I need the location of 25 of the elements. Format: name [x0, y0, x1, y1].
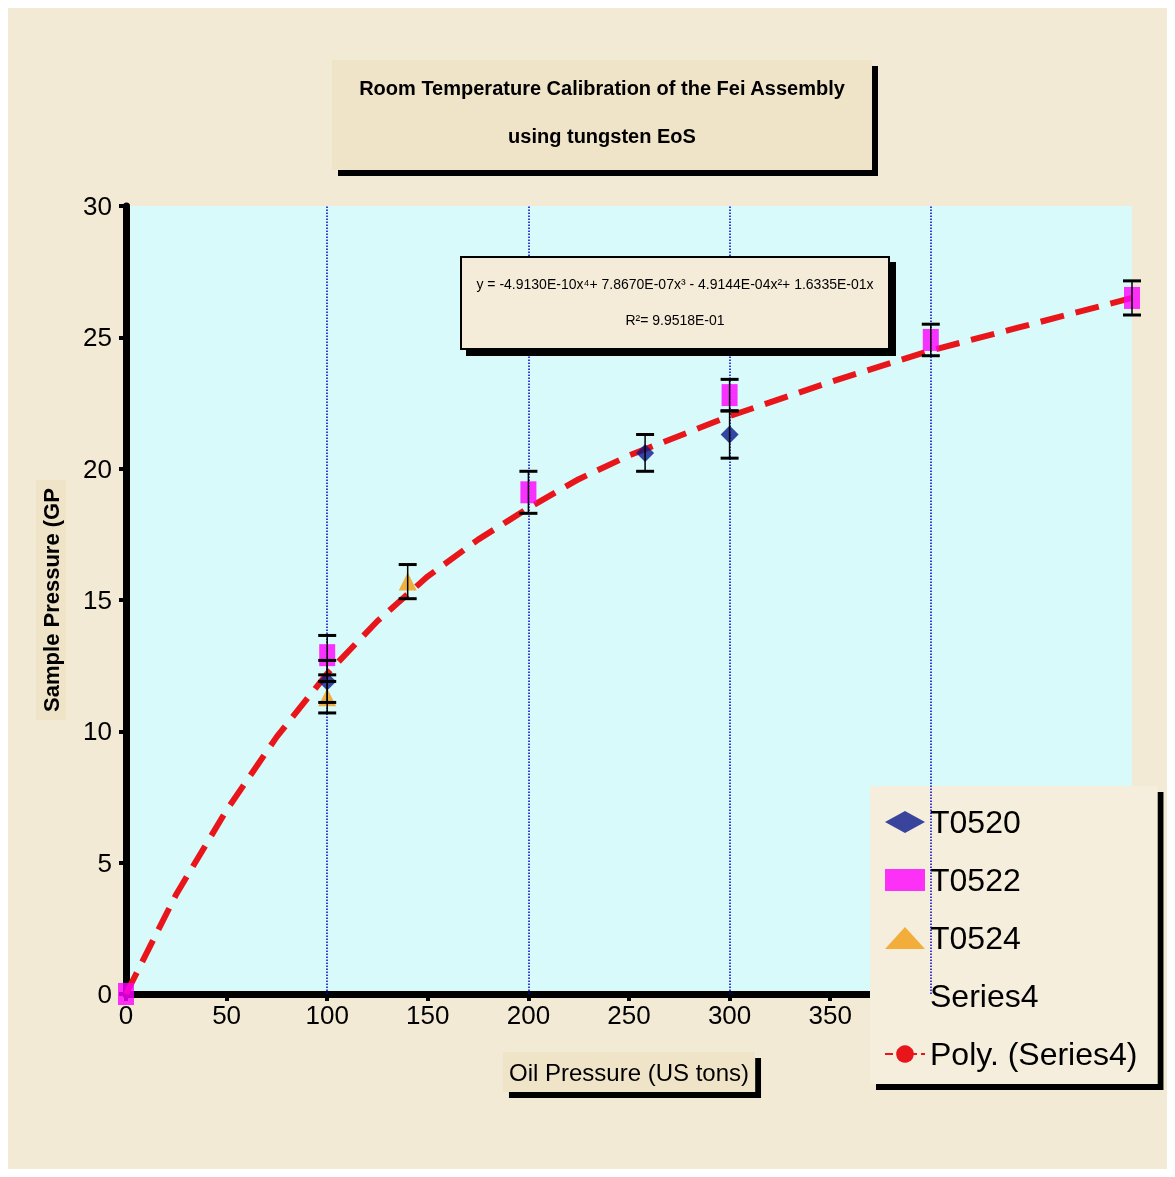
x-tick-label: 100 — [305, 1000, 349, 1030]
y-axis-title: Sample Pressure (GP — [38, 488, 64, 712]
legend-label: T0522 — [930, 862, 1021, 898]
x-tick-label: 150 — [406, 1000, 450, 1030]
x-tick-label: 0 — [118, 1000, 134, 1030]
x-axis-title: Oil Pressure (US tons) — [508, 1058, 750, 1086]
x-tick-label: 200 — [506, 1000, 551, 1030]
y-tick-label: 15 — [83, 585, 112, 615]
y-tick-label: 5 — [97, 847, 112, 878]
x-tick-label: 300 — [707, 1000, 752, 1030]
legend-label: T0524 — [930, 920, 1021, 956]
annotation: R²= 9.9518E-01 — [624, 311, 726, 330]
y-tick-label: 0 — [97, 979, 112, 1009]
chart-title: Room Temperature Calibration of the Fei Assembly using tungsten EoS — [359, 77, 845, 147]
x-tick-label: 50 — [212, 1000, 242, 1030]
text: Series4 — [930, 978, 1039, 1014]
y-tick-label: 25 — [83, 322, 112, 353]
y-tick-label: 30 — [83, 191, 112, 221]
x-tick-label: 350 — [808, 1000, 852, 1030]
x-tick-label: 250 — [607, 1000, 651, 1030]
annotation: y = -4.9130E-10x⁴+ 7.8670E-07x³ - 4.9144E-04x²+ 1.6335E-01x — [475, 275, 875, 294]
y-tick-label: 20 — [83, 453, 112, 484]
legend-label: T0520 — [930, 804, 1021, 840]
y-tick-label: 10 — [83, 716, 112, 747]
legend-label: Poly. (Series4) — [930, 1036, 1138, 1072]
